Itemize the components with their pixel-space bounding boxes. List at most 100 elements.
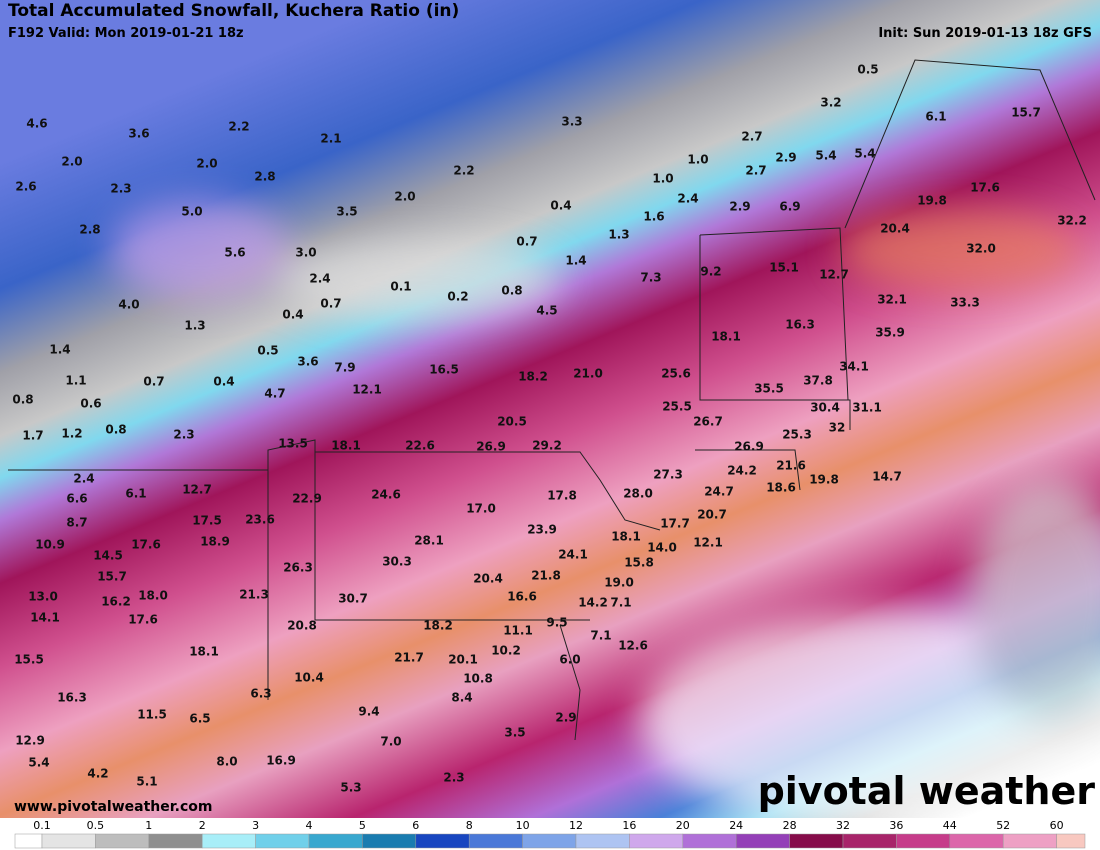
point-label: 2.9 [729,200,750,214]
legend-tick-label: 24 [729,819,743,832]
point-label: 18.1 [189,645,219,659]
point-label: 2.8 [79,223,100,237]
point-label: 18.6 [766,481,796,495]
point-label: 13.0 [28,590,58,604]
point-label: 16.2 [101,595,131,609]
point-label: 16.9 [266,754,296,768]
point-label: 4.6 [26,117,47,131]
point-label: 17.0 [466,502,496,516]
point-label: 14.0 [647,541,677,555]
legend-tick-label: 10 [516,819,530,832]
legend-swatch [308,833,363,849]
point-label: 21.0 [573,367,603,381]
legend-tick-label: 5 [359,819,366,832]
point-label: 10.4 [294,671,324,685]
point-label: 6.0 [559,653,580,667]
point-label: 15.1 [769,261,799,275]
legend-tick-label: 1 [145,819,152,832]
point-label: 20.7 [697,508,727,522]
point-label: 18.9 [200,535,230,549]
point-label: 2.4 [677,192,698,206]
point-label: 0.4 [282,308,303,322]
legend-swatch [735,833,790,849]
point-label: 23.9 [527,523,557,537]
point-label: 23.6 [245,513,275,527]
legend: 0.1 0.5 1 2 3 4 5 6 8 10 12 16 20 24 28 32 36 44 52 60 [14,819,1086,849]
point-label: 12.7 [819,268,849,282]
point-label: 20.4 [880,222,910,236]
point-label: 1.0 [652,172,673,186]
point-label: 2.7 [741,130,762,144]
legend-swatch [41,833,96,849]
point-label: 22.6 [405,439,435,453]
point-label: 10.9 [35,538,65,552]
point-label: 5.3 [340,781,361,795]
legend-swatch [1002,833,1057,849]
point-label: 28.0 [623,487,653,501]
point-label: 1.2 [61,427,82,441]
point-label: 5.4 [854,147,875,161]
point-label: 0.8 [105,423,126,437]
point-label: 20.1 [448,653,478,667]
legend-tick-label: 6 [412,819,419,832]
point-label: 1.3 [184,319,205,333]
point-label: 14.5 [93,549,123,563]
point-label: 32.0 [966,242,996,256]
point-label: 16.6 [507,590,537,604]
point-label: 18.1 [711,330,741,344]
point-label: 16.5 [429,363,459,377]
point-label: 0.7 [143,375,164,389]
point-label: 3.6 [128,127,149,141]
point-label: 37.8 [803,374,833,388]
point-label: 35.5 [754,382,784,396]
point-label: 0.1 [390,280,411,294]
point-label: 17.8 [547,489,577,503]
point-label: 32 [829,421,846,435]
point-label: 0.8 [12,393,33,407]
legend-tick-label: 8 [466,819,473,832]
point-label: 0.5 [257,344,278,358]
field-detail [110,200,1100,830]
point-label: 20.8 [287,619,317,633]
logo: pivotal weather [758,769,1096,813]
point-label: 14.2 [578,596,608,610]
point-label: 9.5 [546,616,567,630]
legend-tick-label: 0.5 [87,819,105,832]
point-label: 2.2 [453,164,474,178]
point-label: 6.1 [925,110,946,124]
legend-swatch [95,833,150,849]
legend-tick-label: 12 [569,819,583,832]
point-label: 3.5 [336,205,357,219]
point-label: 12.7 [182,483,212,497]
point-label: 25.3 [782,428,812,442]
point-label: 0.4 [550,199,571,213]
point-label: 5.4 [815,149,836,163]
point-label: 1.7 [22,429,43,443]
point-label: 4.5 [536,304,557,318]
legend-tick-label: 16 [622,819,636,832]
point-label: 32.1 [877,293,907,307]
point-label: 17.6 [970,181,1000,195]
point-label: 15.7 [97,570,127,584]
legend-swatch [789,833,844,849]
point-label: 2.9 [775,151,796,165]
point-label: 0.8 [501,284,522,298]
borders [8,59,1096,741]
point-label: 15.5 [14,653,44,667]
legend-tick-label: 44 [943,819,957,832]
point-label: 2.4 [73,472,94,486]
point-label: 9.2 [700,265,721,279]
point-label: 19.8 [917,194,947,208]
point-label: 2.3 [110,182,131,196]
point-label: 6.1 [125,487,146,501]
point-label: 9.4 [358,705,379,719]
point-label: 1.0 [687,153,708,167]
labels: 0.5 3.2 4.6 3.6 2.2 2.1 3.3 6.1 15.7 2.0 2.0 2.8 2.2… [12,63,1086,795]
point-label: 20.4 [473,572,503,586]
legend-tick-label: 60 [1050,819,1064,832]
point-label: 5.1 [136,775,157,789]
point-label: 2.1 [320,132,341,146]
legend-swatch [896,833,951,849]
title: Total Accumulated Snowfall, Kuchera Rati… [8,1,459,21]
